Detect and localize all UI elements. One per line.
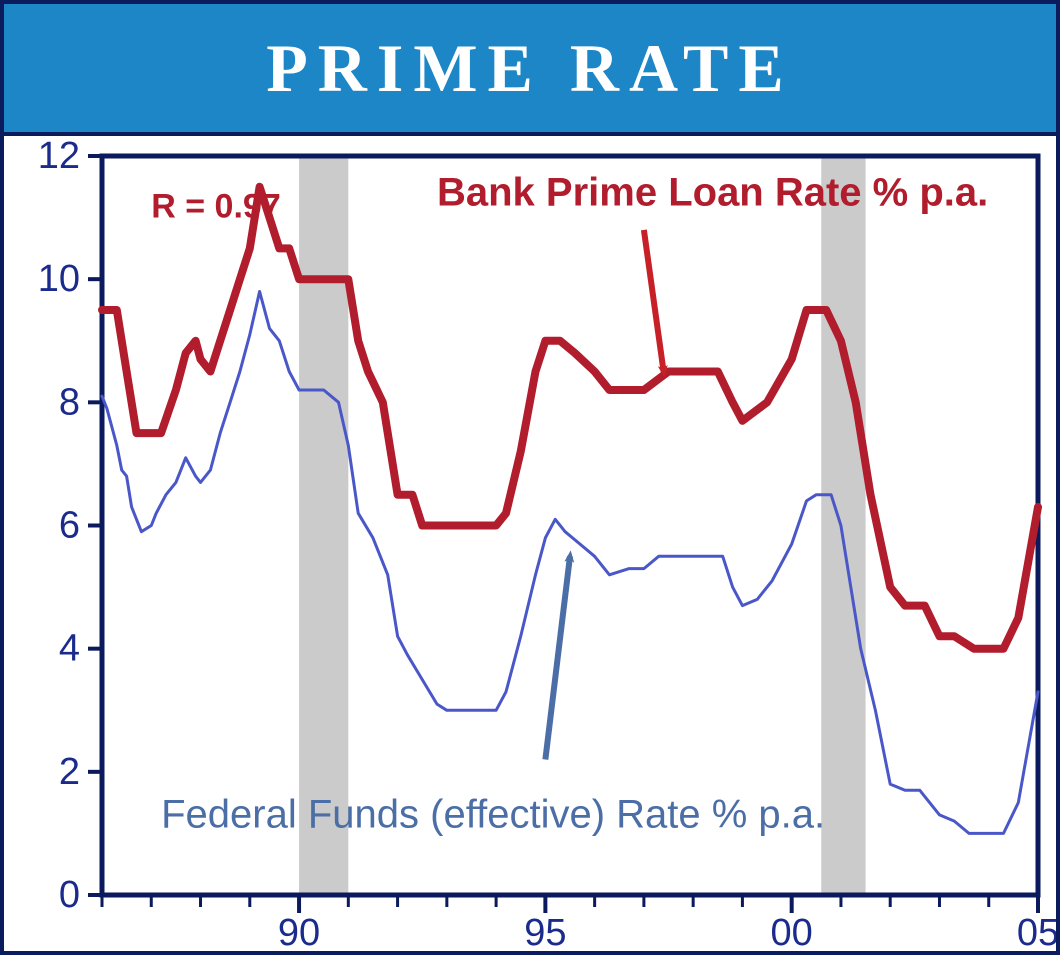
plot-area: 0 2 4 6 8 10 12 90 95 00 05 R = 0.97 Bank Prime Loan…: [4, 136, 1056, 951]
prime-series-label: Bank Prime Loan Rate % p.a.: [437, 170, 988, 214]
y-tick-label: 6: [59, 505, 80, 547]
y-tick-label: 12: [38, 136, 80, 177]
line-chart: 0 2 4 6 8 10 12 90 95 00 05 R = 0.97 Bank Prime Loan…: [4, 136, 1056, 955]
arrow-fed: [545, 556, 570, 759]
recession-band: [299, 156, 348, 895]
x-tick-label: 00: [771, 912, 813, 954]
recession-band: [821, 156, 865, 895]
page-title: PRIME RATE: [266, 29, 794, 108]
y-tick-label: 2: [59, 751, 80, 793]
x-tick-label: 95: [524, 912, 566, 954]
y-tick-label: 8: [59, 381, 80, 423]
fed-series-label: Federal Funds (effective) Rate % p.a.: [161, 792, 825, 836]
arrow-prime: [644, 230, 664, 372]
correlation-label: R = 0.97: [151, 188, 280, 226]
title-bar: PRIME RATE: [4, 4, 1056, 136]
y-tick-label: 0: [59, 874, 80, 916]
x-tick-label: 05: [1017, 912, 1056, 954]
y-tick-label: 4: [59, 628, 80, 670]
x-tick-label: 90: [278, 912, 320, 954]
y-tick-label: 10: [38, 258, 80, 300]
chart-frame: PRIME RATE 0 2 4 6 8 10 12 90 95 00 05 R = 0.97 Bank…: [0, 0, 1060, 955]
